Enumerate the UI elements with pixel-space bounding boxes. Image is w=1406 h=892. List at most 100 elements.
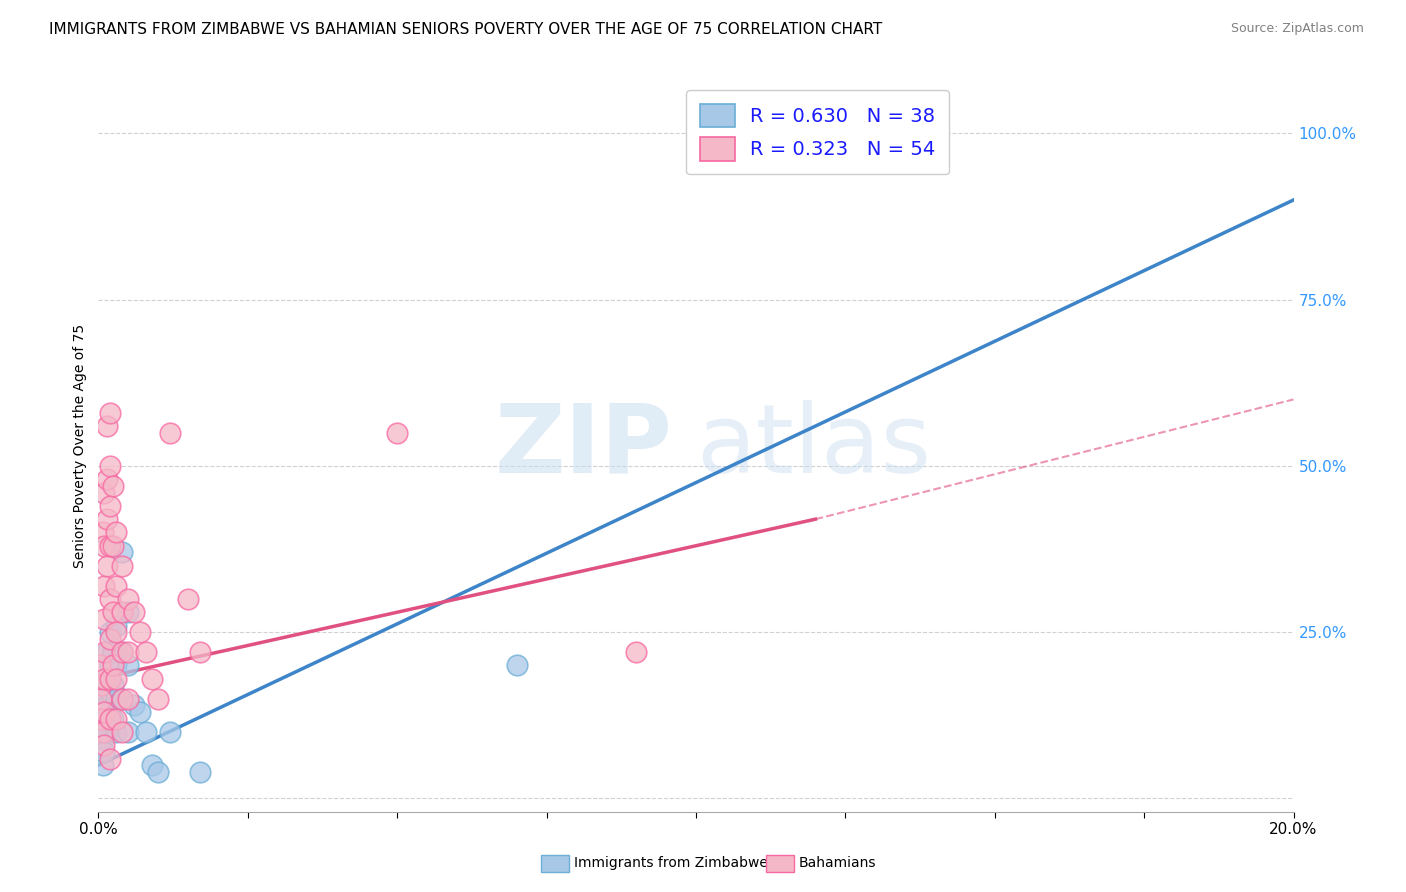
Point <box>96 512 118 526</box>
Point <box>111 725 134 739</box>
Text: Source: ZipAtlas.com: Source: ZipAtlas.com <box>1230 22 1364 36</box>
Point <box>111 558 134 573</box>
Point <box>105 579 128 593</box>
Point <box>89 658 111 673</box>
Text: Bahamians: Bahamians <box>799 856 876 871</box>
Text: Immigrants from Zimbabwe: Immigrants from Zimbabwe <box>574 856 768 871</box>
Point <box>98 539 122 553</box>
Point <box>141 758 163 772</box>
Point <box>90 712 112 726</box>
Point <box>129 625 152 640</box>
Point <box>159 725 181 739</box>
Point <box>124 605 146 619</box>
Point <box>135 725 157 739</box>
Point <box>103 539 125 553</box>
Point <box>98 751 122 765</box>
Point <box>93 645 115 659</box>
Point <box>924 127 946 141</box>
Point <box>111 691 134 706</box>
Point <box>93 579 115 593</box>
Point <box>93 612 115 626</box>
Y-axis label: Seniors Poverty Over the Age of 75: Seniors Poverty Over the Age of 75 <box>73 324 87 568</box>
Point <box>91 731 114 746</box>
Point <box>96 558 118 573</box>
Point <box>105 712 128 726</box>
Point <box>98 705 122 719</box>
Point <box>96 698 118 713</box>
Point <box>98 632 122 646</box>
Point <box>93 705 115 719</box>
Point <box>117 645 139 659</box>
Point <box>93 738 115 752</box>
Point <box>91 725 114 739</box>
Point <box>98 499 122 513</box>
Point <box>626 645 648 659</box>
Point <box>96 672 118 686</box>
Point <box>105 525 128 540</box>
Point <box>105 672 128 686</box>
Point <box>105 725 128 739</box>
Point <box>105 625 128 640</box>
Point <box>90 685 112 699</box>
Point <box>93 745 115 759</box>
Point <box>93 678 115 692</box>
Point <box>117 691 139 706</box>
Point <box>96 725 118 739</box>
Point <box>124 698 146 713</box>
Point <box>103 479 125 493</box>
Text: IMMIGRANTS FROM ZIMBABWE VS BAHAMIAN SENIORS POVERTY OVER THE AGE OF 75 CORRELAT: IMMIGRANTS FROM ZIMBABWE VS BAHAMIAN SEN… <box>49 22 883 37</box>
Point <box>117 605 139 619</box>
Point <box>177 591 200 606</box>
Point <box>96 645 118 659</box>
Point <box>111 645 134 659</box>
Point <box>105 618 128 632</box>
Point <box>159 425 181 440</box>
Point <box>129 705 152 719</box>
Point <box>105 658 128 673</box>
Point <box>385 425 409 440</box>
Point <box>93 485 115 500</box>
Point <box>98 625 122 640</box>
Legend: R = 0.630   N = 38, R = 0.323   N = 54: R = 0.630 N = 38, R = 0.323 N = 54 <box>686 90 949 175</box>
Point <box>103 645 125 659</box>
Point <box>96 419 118 434</box>
Text: ZIP: ZIP <box>494 400 672 492</box>
Point <box>148 691 170 706</box>
Point <box>98 685 122 699</box>
Point <box>506 658 529 673</box>
Point <box>96 472 118 486</box>
Point <box>90 678 112 692</box>
Point <box>111 605 134 619</box>
Point <box>103 678 125 692</box>
Point <box>135 645 157 659</box>
Point <box>93 539 115 553</box>
Point <box>90 712 112 726</box>
Point <box>98 658 122 673</box>
Text: atlas: atlas <box>696 400 931 492</box>
Point <box>93 725 115 739</box>
Point <box>188 645 211 659</box>
Point <box>103 658 125 673</box>
Point <box>98 672 122 686</box>
Point <box>98 591 122 606</box>
Point <box>117 591 139 606</box>
Point <box>103 605 125 619</box>
Point <box>148 764 170 779</box>
Point <box>98 406 122 420</box>
Point <box>117 658 139 673</box>
Point <box>91 525 114 540</box>
Point <box>111 545 134 559</box>
Point <box>93 672 115 686</box>
Point <box>98 458 122 473</box>
Point <box>91 758 114 772</box>
Point <box>111 691 134 706</box>
Point <box>105 691 128 706</box>
Point <box>93 705 115 719</box>
Point <box>141 672 163 686</box>
Point <box>90 691 112 706</box>
Point <box>117 725 139 739</box>
Point <box>188 764 211 779</box>
Point <box>111 645 134 659</box>
Point <box>103 712 125 726</box>
Point <box>98 712 122 726</box>
